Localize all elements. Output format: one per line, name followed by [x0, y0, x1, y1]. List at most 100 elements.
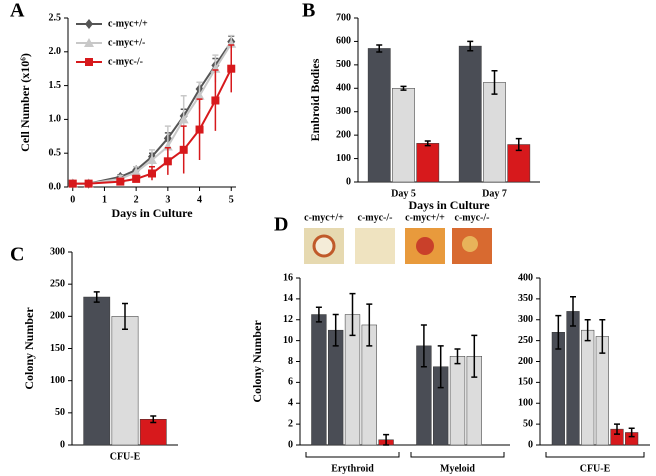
- y-axis-label: Colony Number: [250, 320, 264, 403]
- error-bar: [383, 433, 390, 446]
- marker: [211, 96, 220, 105]
- marker: [84, 179, 93, 188]
- y-tick-label: 0: [60, 439, 65, 450]
- panel-letter: A: [10, 0, 25, 22]
- y-tick-label: 6: [288, 377, 293, 388]
- x-tick-label: 4: [197, 194, 202, 205]
- series-line: [72, 41, 233, 185]
- bar: [83, 296, 111, 446]
- y-tick-label: 200: [336, 129, 351, 140]
- bar: [458, 45, 482, 183]
- bar: [139, 419, 167, 446]
- x-tick-label: CFU-E: [580, 463, 611, 474]
- x-tick-label: 2: [134, 194, 139, 205]
- error-bar: [471, 334, 478, 378]
- y-tick-label: 16: [283, 272, 293, 283]
- marker: [148, 169, 156, 178]
- x-tick-label: Day 5: [391, 188, 416, 199]
- error-bar: [315, 306, 322, 323]
- y-tick-label: 500: [336, 59, 351, 70]
- y-tick-label: 2.0: [49, 46, 62, 57]
- x-tick-label: 1: [102, 194, 107, 205]
- panel-letter: D: [274, 214, 288, 236]
- bar: [367, 48, 391, 183]
- y-tick-label: 1.0: [49, 114, 62, 125]
- y-tick-label: 100: [336, 153, 351, 164]
- error-bar: [150, 415, 157, 424]
- bar: [111, 316, 139, 446]
- photo: [355, 228, 395, 264]
- photos: c-myc+/+ c-myc-/- c-myc+/+ c-myc-/-: [304, 212, 492, 264]
- y-tick-label: 400: [518, 272, 533, 283]
- error-bar: [570, 296, 576, 327]
- y-tick-label: 100: [50, 375, 65, 386]
- category-bracket: [545, 452, 645, 458]
- y-tick-label: 150: [50, 343, 65, 354]
- series-line: [72, 68, 233, 185]
- legend-marker: [85, 58, 93, 66]
- category-bracket: [410, 452, 505, 458]
- x-tick-label: 5: [229, 194, 234, 205]
- y-tick-label: 400: [336, 83, 351, 94]
- legend-marker: [84, 38, 94, 47]
- y-axis-label: Colony Number: [22, 307, 36, 390]
- marker: [178, 114, 189, 124]
- y-tick-label: 10: [283, 335, 293, 346]
- y-tick-label: 700: [336, 12, 351, 23]
- error-bar: [349, 292, 356, 337]
- error-bar: [599, 319, 606, 354]
- y-axis-label: Cell Number (x10⁶): [18, 53, 32, 152]
- photo-label: c-myc-/-: [358, 212, 393, 223]
- error-bar: [614, 423, 620, 435]
- y-tick-label: 4: [288, 398, 293, 409]
- legend-marker: [85, 19, 93, 29]
- error-bar: [584, 319, 591, 342]
- y-tick-label: 2: [288, 418, 293, 429]
- error-bar: [376, 44, 383, 53]
- y-tick-label: 0.5: [49, 147, 62, 158]
- bar: [483, 82, 506, 183]
- y-tick-label: 200: [50, 311, 65, 322]
- legend-label: c-myc-/-: [108, 56, 143, 67]
- error-bar: [515, 137, 522, 152]
- y-tick-label: 300: [336, 106, 351, 117]
- error-bar: [366, 303, 373, 347]
- error-bar: [555, 314, 562, 350]
- marker: [194, 90, 205, 100]
- y-axis-label: Embroid Bodies: [308, 58, 322, 141]
- y-tick-label: 0: [346, 176, 351, 187]
- x-axis-label: Days in Culture: [111, 206, 193, 220]
- photo-label: c-myc+/+: [304, 212, 344, 223]
- error-bar: [122, 302, 128, 330]
- y-tick-label: 150: [518, 377, 533, 388]
- bar: [311, 314, 327, 446]
- error-bar: [332, 313, 339, 347]
- y-tick-label: 100: [518, 398, 533, 409]
- y-tick-label: 250: [518, 335, 533, 346]
- x-tick-label: Erythroid: [331, 463, 374, 474]
- legend-label: c-myc+/+: [108, 18, 148, 29]
- error-bar: [454, 348, 461, 365]
- y-tick-label: 300: [50, 246, 65, 257]
- photo-colony: [416, 237, 434, 255]
- error-bar: [491, 69, 498, 95]
- y-tick-label: 0: [288, 439, 293, 450]
- y-tick-label: 600: [336, 36, 351, 47]
- x-tick-label: 3: [165, 194, 170, 205]
- y-tick-label: 0.0: [49, 181, 62, 192]
- marker: [147, 154, 157, 164]
- y-tick-label: 1.5: [49, 80, 62, 91]
- bar: [392, 88, 415, 183]
- y-tick-label: 300: [518, 314, 533, 325]
- panel-letter: C: [10, 244, 24, 266]
- y-tick-label: 50: [523, 418, 533, 429]
- y-tick-label: 8: [288, 356, 293, 367]
- x-axis-label: Days in Culture: [408, 198, 490, 212]
- photo-label: c-myc-/-: [455, 212, 490, 223]
- error-bar: [93, 291, 100, 303]
- marker: [132, 174, 141, 183]
- series-line: [72, 43, 233, 185]
- error-bar: [400, 85, 407, 91]
- legend-label: c-myc+/-: [108, 37, 145, 48]
